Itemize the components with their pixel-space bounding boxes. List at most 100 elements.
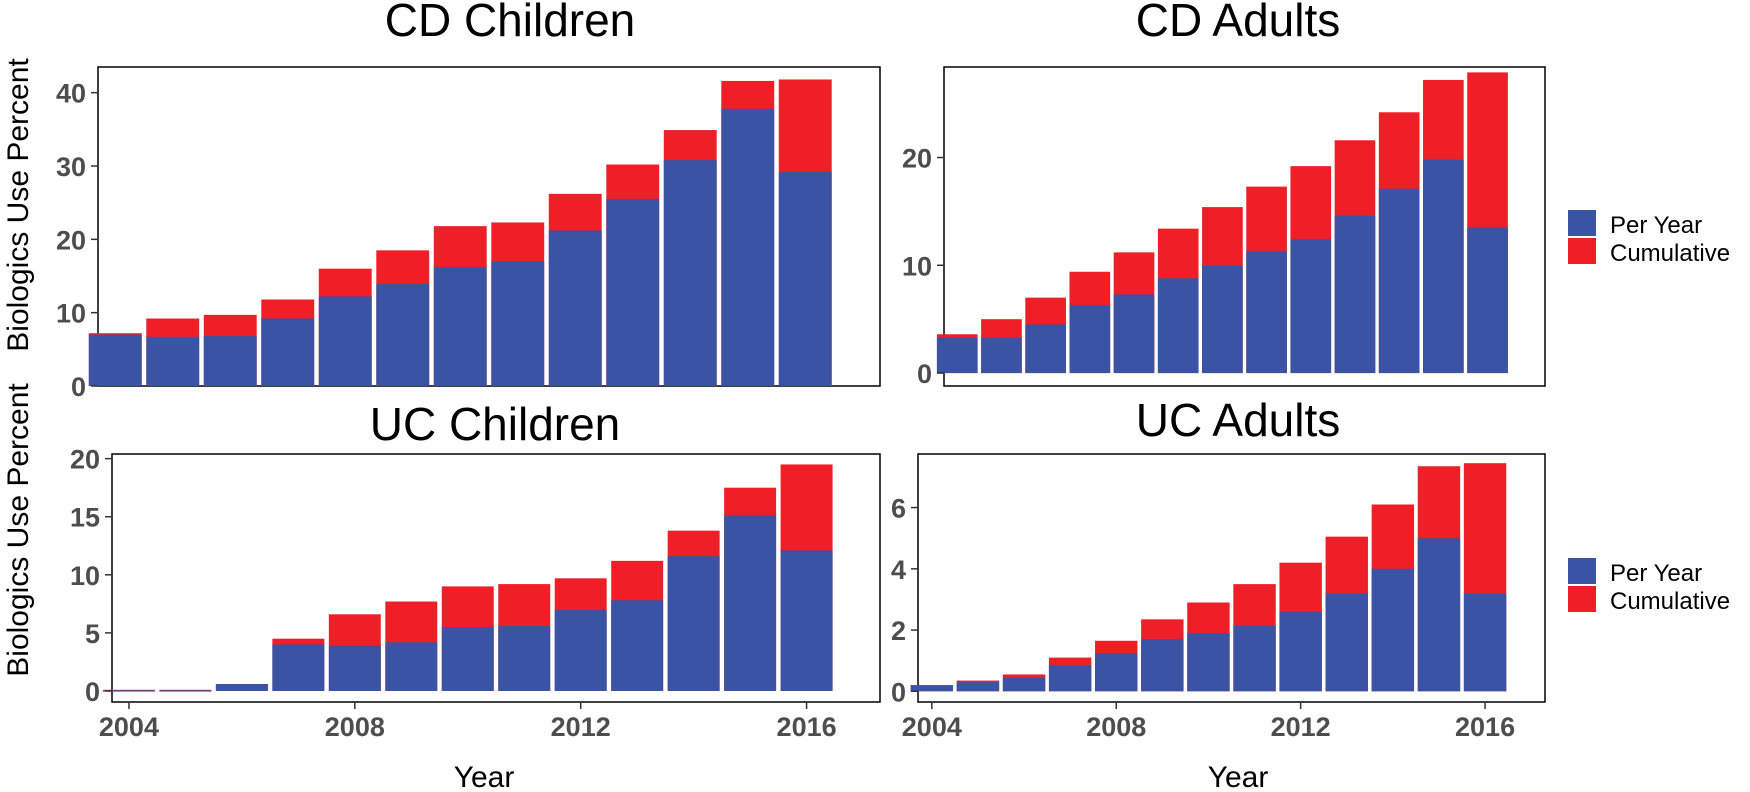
y-axis-title-bottom: Biologics Use Percent xyxy=(2,383,35,677)
bar-per-year xyxy=(667,556,720,691)
bar-per-year xyxy=(1233,625,1276,692)
bar-per-year xyxy=(1246,251,1287,374)
y-tick-label: 5 xyxy=(85,619,100,649)
bar-per-year xyxy=(261,318,315,386)
x-axis-title-right: Year xyxy=(1208,761,1269,792)
bar-per-year xyxy=(1113,294,1155,374)
chart-title: CD Children xyxy=(385,0,636,46)
chart-title: UC Children xyxy=(370,398,621,450)
bar-per-year xyxy=(1378,188,1420,374)
y-tick-label: 10 xyxy=(56,299,86,329)
bar-per-year xyxy=(780,550,833,691)
bar-per-year xyxy=(956,682,1000,692)
y-tick-label: 40 xyxy=(56,79,86,109)
x-tick-label: 2012 xyxy=(1271,712,1331,742)
chart-panel: CD Adults 0 10 20 xyxy=(902,0,1546,389)
chart-title: UC Adults xyxy=(1136,394,1341,446)
legend-bottom: Per Year Cumulative xyxy=(1568,558,1730,615)
bar-per-year xyxy=(376,284,430,386)
y-tick-label: 0 xyxy=(71,372,86,402)
y-tick-label: 30 xyxy=(56,152,86,182)
bar-per-year xyxy=(1141,639,1184,692)
bar-per-year xyxy=(159,690,212,692)
bar-per-year xyxy=(1371,568,1415,692)
bar-per-year xyxy=(1417,538,1461,692)
y-tick-label: 20 xyxy=(56,225,86,255)
y-tick-label: 2 xyxy=(891,616,906,646)
bar-per-year xyxy=(491,261,545,386)
bar-per-year xyxy=(1187,633,1230,692)
y-tick-label: 0 xyxy=(891,677,906,707)
bar-per-year xyxy=(1025,324,1066,374)
y-tick-label: 4 xyxy=(891,555,906,585)
bar-per-year xyxy=(1290,239,1332,374)
chart-panel: UC Children 0 5 10 15 20 2004 2008 2012 2016 xyxy=(70,398,881,742)
bar-per-year xyxy=(1325,593,1368,692)
legend-label-per-year: Per Year xyxy=(1610,560,1702,587)
chart-panel: UC Adults 0 2 4 6 2004 2008 2012 2016 xyxy=(891,394,1546,742)
bar-per-year xyxy=(611,600,664,691)
bar-per-year xyxy=(663,160,717,386)
x-tick-label: 2012 xyxy=(551,712,611,742)
y-tick-label: 20 xyxy=(70,445,100,475)
bar-per-year xyxy=(1069,305,1111,374)
y-tick-label: 15 xyxy=(70,503,100,533)
bar-per-year xyxy=(548,230,602,386)
legend-swatch-cumulative xyxy=(1568,586,1596,612)
bar-per-year xyxy=(498,625,551,691)
bar-per-year xyxy=(433,267,487,386)
bar-per-year xyxy=(936,337,978,374)
legend-label-cumulative: Cumulative xyxy=(1610,240,1730,267)
legend-swatch-per-year xyxy=(1568,558,1596,584)
bar-per-year xyxy=(203,336,257,386)
bar-per-year xyxy=(385,642,438,691)
bar-per-year xyxy=(215,683,268,691)
legend-swatch-cumulative xyxy=(1568,238,1596,264)
bar-per-year xyxy=(1095,653,1138,692)
legend-swatch-per-year xyxy=(1568,210,1596,236)
legend-label-per-year: Per Year xyxy=(1610,212,1702,239)
bar-per-year xyxy=(1048,665,1092,692)
x-axis-title-left: Year xyxy=(454,761,515,792)
bar-per-year xyxy=(441,627,494,691)
chart-panel: CD Children 0 10 20 30 40 xyxy=(56,0,881,402)
bar-per-year xyxy=(721,108,775,387)
bar-per-year xyxy=(88,334,142,386)
bar-per-year xyxy=(146,336,200,386)
bar-per-year xyxy=(1467,227,1508,374)
chart-title: CD Adults xyxy=(1136,0,1341,46)
y-tick-label: 6 xyxy=(891,494,906,524)
bar-per-year xyxy=(102,690,155,692)
x-tick-label: 2016 xyxy=(1455,712,1515,742)
legend-label-cumulative: Cumulative xyxy=(1610,588,1730,615)
y-tick-label: 20 xyxy=(902,144,932,174)
bar-per-year xyxy=(1334,215,1376,374)
bar-per-year xyxy=(1002,677,1046,692)
bar-per-year xyxy=(318,296,372,386)
x-tick-label: 2008 xyxy=(1086,712,1146,742)
bar-per-year xyxy=(981,337,1022,374)
y-tick-label: 10 xyxy=(70,561,100,591)
x-tick-label: 2008 xyxy=(325,712,385,742)
y-tick-label: 0 xyxy=(85,677,100,707)
y-tick-label: 10 xyxy=(902,251,932,281)
bar-per-year xyxy=(272,644,325,691)
y-axis-title-top: Biologics Use Percent xyxy=(2,58,35,352)
bar-per-year xyxy=(910,685,954,692)
bar-per-year xyxy=(328,645,381,691)
bar-per-year xyxy=(1423,159,1464,374)
x-tick-label: 2004 xyxy=(902,712,962,742)
bar-per-year xyxy=(1463,593,1507,692)
x-tick-label: 2016 xyxy=(777,712,837,742)
x-tick-label: 2004 xyxy=(99,712,159,742)
bar-per-year xyxy=(1202,265,1243,374)
bar-per-year xyxy=(724,515,777,691)
bar-per-year xyxy=(1279,611,1322,692)
bar-per-year xyxy=(1157,278,1199,374)
bar-per-year xyxy=(606,199,660,386)
y-tick-label: 0 xyxy=(917,359,932,389)
bar-per-year xyxy=(778,171,832,386)
legend-top: Per Year Cumulative xyxy=(1568,210,1730,267)
